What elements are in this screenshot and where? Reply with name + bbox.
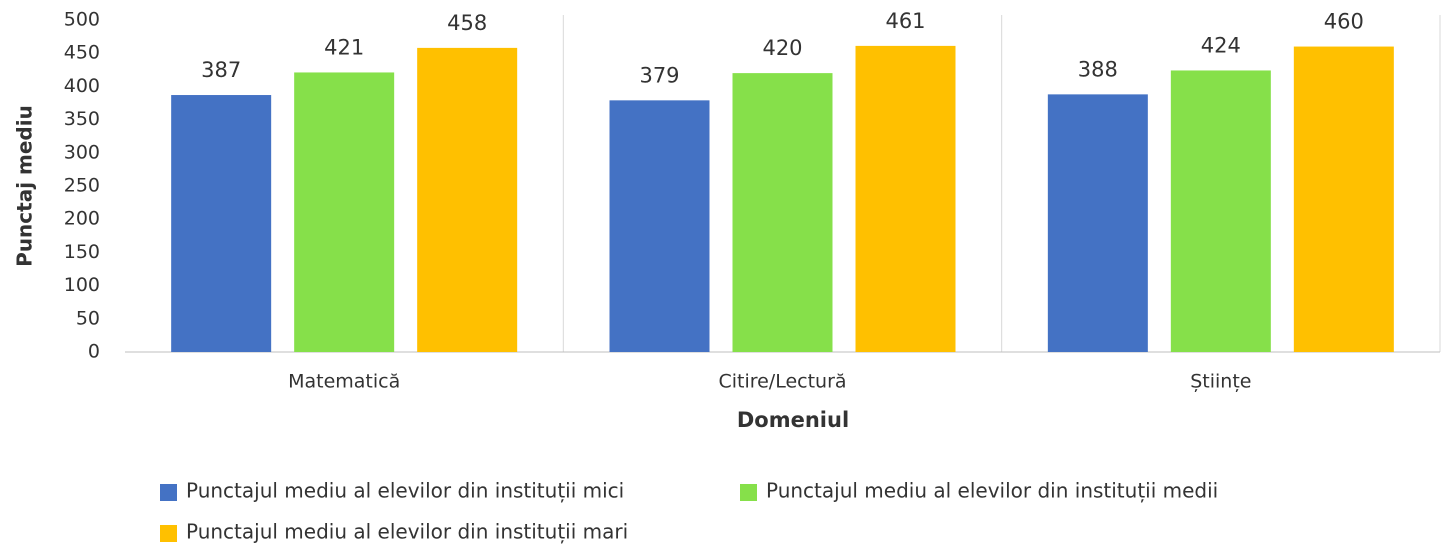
legend-swatch [160, 525, 177, 542]
x-tick-label: Științe [1190, 371, 1251, 393]
y-tick-label: 200 [64, 208, 100, 230]
x-tick-label: Citire/Lectură [718, 371, 846, 393]
legend-swatch [740, 484, 757, 501]
y-tick-label: 400 [64, 75, 100, 97]
y-tick-label: 500 [64, 9, 100, 31]
bar [1170, 70, 1271, 353]
legend-label: Punctajul mediu al elevilor din instituț… [766, 479, 1218, 503]
value-label: 379 [639, 63, 679, 87]
legend-label: Punctajul mediu al elevilor din instituț… [186, 479, 624, 503]
bar [855, 45, 956, 353]
legend-label: Punctajul mediu al elevilor din instituț… [186, 520, 628, 544]
value-label: 461 [885, 9, 925, 33]
value-label: 387 [201, 58, 241, 82]
value-label: 458 [447, 11, 487, 35]
value-label: 421 [324, 35, 364, 59]
bar [417, 47, 518, 352]
y-tick-label: 300 [64, 141, 100, 163]
bar [294, 72, 395, 353]
y-axis-title: Punctaj mediu [13, 105, 37, 267]
bar [609, 100, 710, 353]
y-tick-label: 50 [76, 307, 100, 329]
y-tick-label: 150 [64, 241, 100, 263]
y-tick-label: 100 [64, 274, 100, 296]
y-tick-label: 250 [64, 175, 100, 197]
value-label: 424 [1201, 33, 1241, 57]
y-tick-label: 450 [64, 42, 100, 64]
bar [732, 73, 833, 353]
bar [1047, 94, 1148, 353]
value-label: 388 [1078, 57, 1118, 81]
value-label: 420 [762, 36, 802, 60]
bar [171, 95, 272, 353]
value-label: 460 [1324, 10, 1364, 34]
bar [1293, 46, 1394, 353]
x-axis-title: Domeniul [737, 408, 849, 432]
y-tick-label: 350 [64, 108, 100, 130]
legend-swatch [160, 484, 177, 501]
y-tick-label: 0 [88, 341, 100, 363]
x-tick-label: Matematică [288, 371, 400, 393]
